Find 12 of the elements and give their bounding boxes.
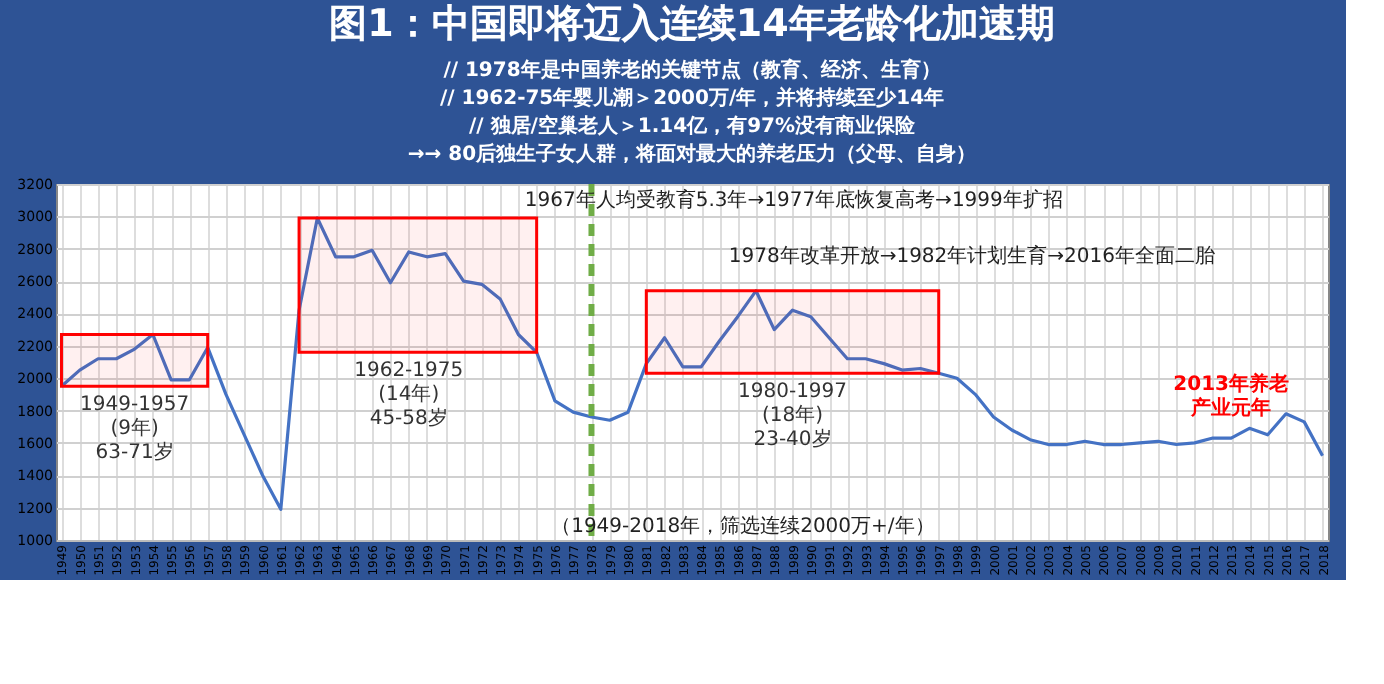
annotation: 1978年改革开放→1982年计划生育→2016年全面二胎 bbox=[728, 244, 1215, 268]
band-label: 1980-1997 (18年) 23-40岁 bbox=[738, 381, 848, 452]
band-label: 1949-1957 (9年) 63-71岁 bbox=[80, 394, 190, 465]
annotation: 1967年人均受教育5.3年→1977年底恢复高考→1999年扩招 bbox=[524, 188, 1063, 212]
chart-title: 图1：中国即将迈入连续14年老龄化加速期 bbox=[329, 2, 1055, 46]
text: // 1978年是中国养老的关键节点（教育、经济、生育） bbox=[443, 60, 941, 82]
band-label: 1962-1975 (14年) 45-58岁 bbox=[354, 360, 464, 431]
annotation: 2013年养老产业元年 bbox=[1173, 372, 1289, 421]
text: // 独居/空巢老人＞1.14亿，有97%没有商业保险 bbox=[468, 116, 916, 138]
text: →→ 80后独生子女人群，将面对最大的养老压力（父母、自身） bbox=[407, 144, 977, 166]
text: // 1962-75年婴儿潮＞2000万/年，并将持续至少14年 bbox=[439, 88, 945, 110]
line-series bbox=[59, 216, 1325, 511]
